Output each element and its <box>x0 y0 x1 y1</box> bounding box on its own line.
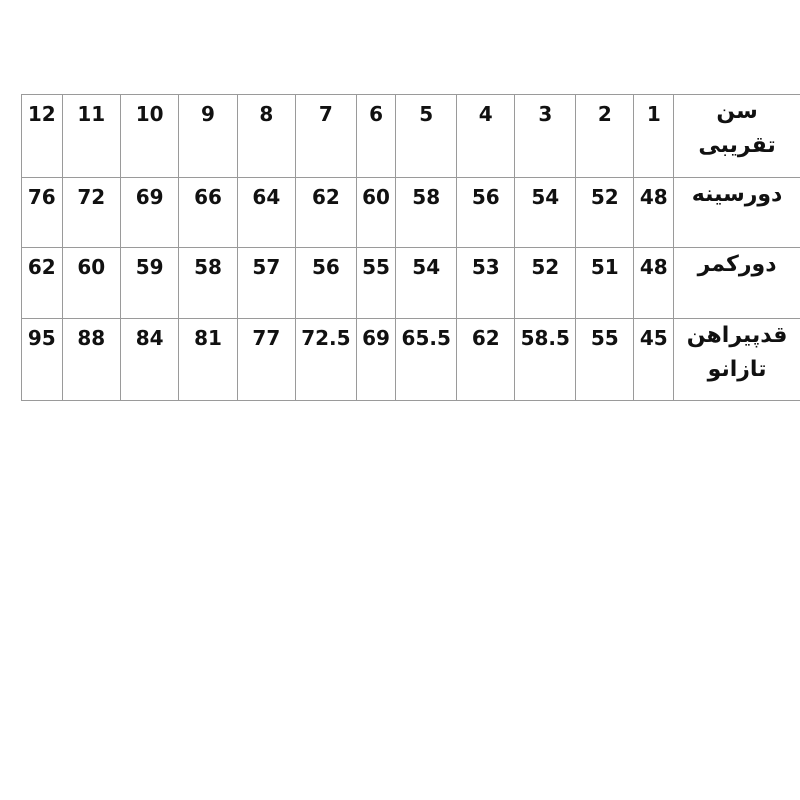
row-label-line: تازانو <box>707 357 767 382</box>
row-label: دورسینه <box>673 177 800 248</box>
table-cell: 58 <box>178 247 238 319</box>
row-label: سن تقریبی <box>673 94 800 178</box>
table-cell: 88 <box>61 318 121 401</box>
table-cell: 9 <box>178 94 238 178</box>
table-cell: 81 <box>178 318 238 401</box>
table-row: سن تقریبی 1 2 3 4 5 6 7 8 9 10 11 12 <box>21 94 800 178</box>
table-cell: 95 <box>21 318 63 401</box>
table-cell: 64 <box>236 177 297 248</box>
table-cell: 1 <box>633 94 675 178</box>
table-cell: 7 <box>295 94 357 178</box>
row-label-line: دورکمر <box>697 252 777 277</box>
table-cell: 54 <box>514 177 577 248</box>
table-cell: 66 <box>178 177 238 248</box>
table-cell: 62 <box>456 318 516 401</box>
table-cell: 62 <box>295 177 357 248</box>
table-cell: 4 <box>456 94 516 178</box>
table-cell: 55 <box>355 247 397 319</box>
table-cell: 52 <box>514 247 577 319</box>
table-cell: 60 <box>355 177 397 248</box>
table-cell: 65.5 <box>395 318 458 401</box>
row-label: قدپیراهن تازانو <box>673 318 800 401</box>
table-cell: 48 <box>633 247 675 319</box>
table-cell: 3 <box>514 94 577 178</box>
table-cell: 10 <box>119 94 180 178</box>
table-cell: 51 <box>575 247 635 319</box>
table-cell: 57 <box>236 247 297 319</box>
table-row: قدپیراهن تازانو 45 55 58.5 62 65.5 69 72.5 77 81 84… <box>21 318 800 401</box>
table-cell: 2 <box>575 94 635 178</box>
table-row: دورکمر 48 51 52 53 54 55 56 57 58 59 60 62 <box>21 247 800 319</box>
table-cell: 11 <box>61 94 121 178</box>
table-cell: 62 <box>21 247 63 319</box>
table-cell: 76 <box>21 177 63 248</box>
table-cell: 58 <box>395 177 458 248</box>
table-cell: 56 <box>456 177 516 248</box>
table-row: دورسینه 48 52 54 56 58 60 62 64 66 69 72 76 <box>21 177 800 248</box>
table-cell: 12 <box>21 94 63 178</box>
table-cell: 8 <box>236 94 297 178</box>
table-cell: 84 <box>119 318 180 401</box>
table-cell: 53 <box>456 247 516 319</box>
row-label-line: قدپیراهن <box>686 323 788 348</box>
table-cell: 45 <box>633 318 675 401</box>
row-label-line: سن <box>716 99 758 124</box>
table-cell: 72.5 <box>295 318 357 401</box>
table-cell: 55 <box>575 318 635 401</box>
table-cell: 60 <box>61 247 121 319</box>
table-cell: 58.5 <box>514 318 577 401</box>
table-cell: 56 <box>295 247 357 319</box>
row-label-line: دورسینه <box>691 182 783 207</box>
table-cell: 59 <box>119 247 180 319</box>
table-cell: 72 <box>61 177 121 248</box>
table-cell: 5 <box>395 94 458 178</box>
size-table-container: سن تقریبی 1 2 3 4 5 6 7 8 9 10 11 12 دورسینه 48 52 54 56 58… <box>21 94 800 401</box>
row-label: دورکمر <box>673 247 800 319</box>
row-label-line: تقریبی <box>698 133 776 158</box>
table-cell: 77 <box>236 318 297 401</box>
table-cell: 54 <box>395 247 458 319</box>
table-cell: 52 <box>575 177 635 248</box>
table-cell: 69 <box>119 177 180 248</box>
size-table: سن تقریبی 1 2 3 4 5 6 7 8 9 10 11 12 دورسینه 48 52 54 56 58… <box>21 94 800 401</box>
table-cell: 69 <box>355 318 397 401</box>
table-cell: 6 <box>355 94 397 178</box>
table-cell: 48 <box>633 177 675 248</box>
